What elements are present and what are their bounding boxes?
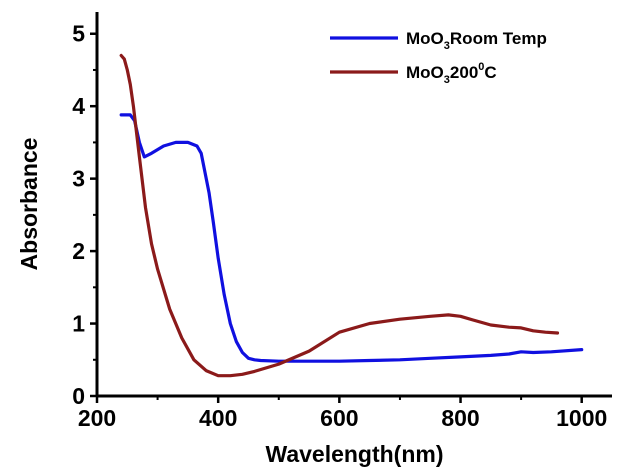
y-tick-label: 3 [72,166,85,192]
x-tick-label: 400 [199,405,237,431]
y-tick-label: 1 [72,311,85,337]
y-tick-label: 2 [72,238,85,264]
legend-entry-1: MoO3Room Temp [406,29,547,52]
y-tick-label: 5 [72,21,85,47]
x-axis-title: Wavelength(nm) [265,441,443,467]
y-tick-label: 4 [72,93,85,119]
series-line-1 [119,113,584,363]
x-tick-label: 1000 [556,405,607,431]
plot-lines [119,53,584,378]
axes [95,12,612,398]
x-tick-label: 800 [441,405,479,431]
y-tick-label: 0 [72,383,85,409]
y-axis-title: Absorbance [16,138,42,271]
legend: MoO3Room Temp MoO32000C [330,29,547,86]
series-line-2 [119,53,560,378]
x-tick-label: 600 [320,405,358,431]
legend-entry-2: MoO32000C [406,61,497,86]
ticks: 0 1 2 3 4 5 200 400 600 800 1000 [72,21,607,431]
x-tick-label: 200 [78,405,116,431]
